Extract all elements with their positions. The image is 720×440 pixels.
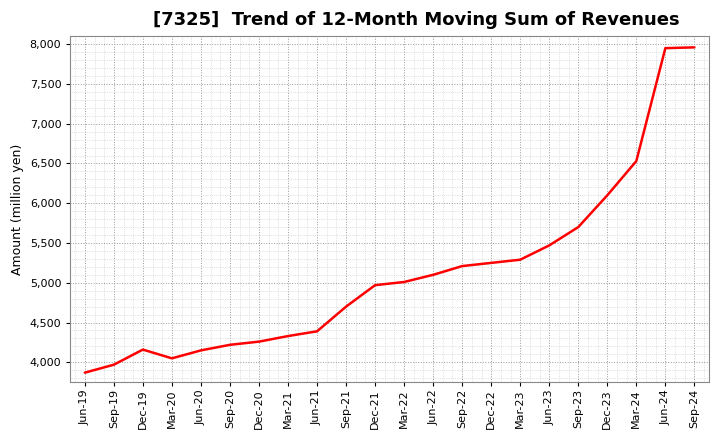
Y-axis label: Amount (million yen): Amount (million yen) — [11, 143, 24, 275]
Text: [7325]  Trend of 12-Month Moving Sum of Revenues: [7325] Trend of 12-Month Moving Sum of R… — [153, 11, 680, 29]
